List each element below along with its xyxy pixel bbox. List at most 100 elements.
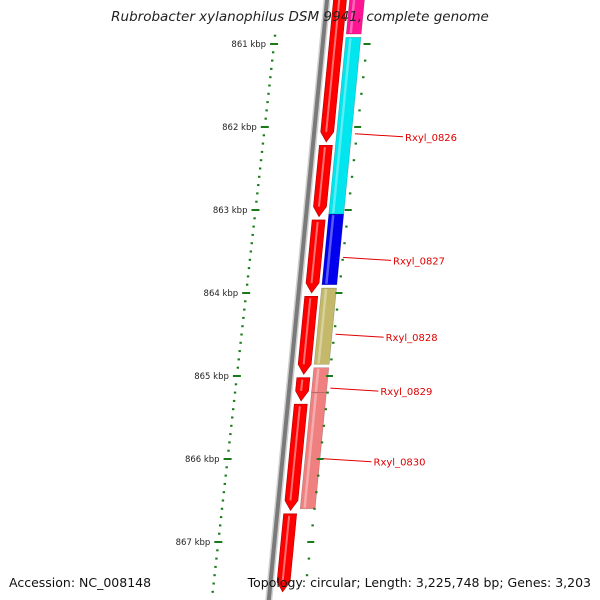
minor-tick bbox=[242, 316, 245, 319]
right-tick bbox=[305, 574, 309, 577]
minor-tick bbox=[250, 242, 253, 245]
kbp-label-6: 867 kbp bbox=[176, 538, 211, 548]
genome-title: Rubrobacter xylanophilus DSM 9941, compl… bbox=[111, 9, 489, 25]
topology-text: Topology: circular; Length: 3,225,748 bp… bbox=[247, 575, 591, 590]
gene-box-shine-2 bbox=[325, 215, 335, 284]
minor-tick bbox=[260, 150, 264, 153]
strand-arrow-1 bbox=[313, 144, 333, 218]
minor-tick bbox=[222, 491, 226, 494]
gene-leader-2 bbox=[342, 256, 392, 261]
right-tick bbox=[333, 325, 337, 328]
strand-arrow-highlight-6 bbox=[281, 515, 291, 582]
minor-tick bbox=[229, 433, 232, 436]
minor-tick bbox=[240, 333, 243, 336]
minor-tick bbox=[221, 499, 225, 502]
minor-tick bbox=[257, 175, 261, 178]
minor-tick bbox=[244, 300, 247, 303]
kbp-label-4: 865 kbp bbox=[194, 372, 229, 382]
backbone-line bbox=[266, 0, 330, 600]
minor-tick bbox=[246, 275, 250, 278]
minor-tick bbox=[225, 466, 228, 469]
major-tick bbox=[260, 126, 269, 128]
minor-tick bbox=[247, 267, 251, 270]
minor-tick bbox=[241, 325, 244, 328]
right-tick bbox=[307, 557, 311, 560]
minor-tick bbox=[259, 159, 263, 162]
major-tick bbox=[214, 541, 223, 543]
minor-tick bbox=[228, 441, 231, 444]
right-tick bbox=[316, 458, 324, 460]
reverse-strand-genes bbox=[276, 0, 347, 593]
right-tick bbox=[339, 275, 342, 278]
strand-arrow-highlight-4 bbox=[300, 379, 304, 392]
gene-box-0 bbox=[345, 0, 365, 35]
strand-arrow-6 bbox=[276, 513, 297, 593]
minor-tick bbox=[212, 582, 215, 585]
minor-tick bbox=[218, 524, 222, 527]
right-tick bbox=[322, 424, 326, 427]
major-tick bbox=[242, 292, 251, 294]
minor-tick bbox=[249, 250, 253, 253]
minor-tick bbox=[257, 184, 260, 187]
minor-tick bbox=[269, 76, 272, 79]
gene-box-shine-4 bbox=[314, 368, 320, 392]
strand-arrow-2 bbox=[305, 219, 326, 294]
minor-tick bbox=[271, 51, 275, 54]
right-tick bbox=[320, 441, 324, 444]
right-tick bbox=[335, 308, 339, 311]
kbp-label-3: 864 kbp bbox=[204, 289, 239, 299]
strand-arrow-5 bbox=[284, 403, 308, 512]
right-tick bbox=[317, 474, 320, 477]
gene-label-4: Rxyl_0829 bbox=[380, 387, 432, 398]
minor-tick bbox=[230, 424, 233, 427]
gene-box-2 bbox=[321, 213, 345, 286]
kbp-label-1: 862 kbp bbox=[222, 123, 257, 133]
right-tick bbox=[335, 292, 343, 294]
minor-tick bbox=[270, 67, 273, 70]
minor-tick bbox=[224, 474, 227, 477]
gene-leader-5 bbox=[323, 458, 372, 463]
right-tick bbox=[350, 175, 354, 178]
strand-arrow-highlight-0 bbox=[325, 0, 341, 133]
major-tick bbox=[232, 375, 241, 377]
right-tick bbox=[345, 225, 348, 228]
right-tick bbox=[363, 59, 367, 62]
minor-tick bbox=[231, 408, 235, 411]
right-tick bbox=[362, 76, 365, 79]
minor-tick bbox=[251, 233, 254, 236]
accession-text: Accession: NC_008148 bbox=[9, 575, 152, 590]
minor-tick bbox=[261, 142, 265, 145]
minor-tick bbox=[223, 482, 227, 485]
right-tick bbox=[344, 209, 352, 211]
scale-ticks bbox=[305, 43, 371, 577]
minor-tick bbox=[236, 366, 240, 369]
minor-tick bbox=[233, 391, 237, 394]
minor-tick bbox=[243, 308, 246, 311]
right-tick bbox=[330, 358, 333, 361]
right-tick bbox=[354, 126, 362, 128]
minor-tick bbox=[248, 258, 252, 261]
major-tick bbox=[251, 209, 260, 211]
minor-tick bbox=[234, 383, 238, 386]
strand-arrow-4 bbox=[295, 377, 311, 402]
gene-label-1: Rxyl_0826 bbox=[405, 133, 457, 144]
minor-tick bbox=[219, 516, 223, 519]
minor-tick bbox=[215, 557, 218, 560]
minor-tick bbox=[213, 574, 216, 577]
strand-arrow-highlight-3 bbox=[302, 298, 312, 365]
gene-box-3 bbox=[313, 287, 337, 365]
minor-tick bbox=[253, 217, 256, 220]
minor-tick bbox=[256, 192, 259, 195]
right-tick bbox=[352, 159, 356, 162]
right-tick bbox=[358, 109, 361, 112]
genome-backbone bbox=[265, 0, 331, 600]
minor-tick bbox=[239, 341, 242, 344]
right-tick bbox=[311, 524, 314, 527]
gene-box-4 bbox=[311, 367, 330, 393]
minor-tick bbox=[258, 167, 262, 170]
strand-arrow-highlight-2 bbox=[310, 221, 319, 284]
feature-genes bbox=[299, 0, 365, 510]
minor-tick bbox=[216, 549, 219, 552]
minor-tick bbox=[273, 34, 277, 37]
minor-tick bbox=[252, 225, 255, 228]
